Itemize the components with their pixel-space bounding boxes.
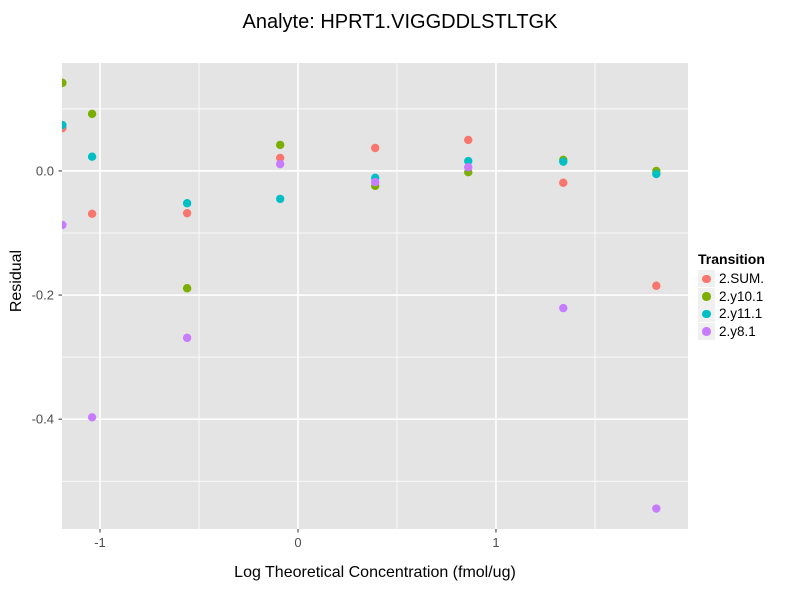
data-point-2.y8.1 — [182, 333, 192, 343]
y-tick-label: -0.4 — [32, 412, 54, 427]
plot-panel — [62, 63, 688, 529]
data-point-2.y8.1 — [559, 303, 568, 313]
legend-item: 2.y11.1 — [698, 305, 765, 323]
data-point-2.SUM. — [652, 281, 661, 290]
data-points-layer — [62, 78, 661, 513]
y-axis-title: Residual — [8, 249, 25, 313]
legend-key-swatch — [698, 305, 715, 323]
data-point-2.SUM. — [464, 135, 473, 145]
legend-key-swatch — [698, 287, 715, 305]
legend-items: 2.SUM. 2.y10.1 2.y11.1 2.y8.1 — [698, 270, 765, 340]
data-point-2.SUM. — [87, 209, 97, 218]
data-point-2.y8.1 — [464, 163, 473, 172]
legend-item: 2.y8.1 — [698, 322, 765, 341]
data-point-2.y11.1 — [652, 169, 661, 179]
legend-dot-icon — [702, 274, 711, 283]
data-point-2.y11.1 — [464, 156, 473, 166]
legend-item-label: 2.y11.1 — [719, 306, 763, 322]
legend-dot-icon — [702, 327, 711, 336]
legend-title: Transition — [698, 251, 765, 267]
data-point-2.y11.1 — [559, 157, 568, 166]
data-point-2.y11.1 — [62, 120, 67, 130]
x-tick-label: 1 — [492, 535, 499, 550]
x-tick-label: 0 — [294, 535, 301, 550]
legend-dot-icon — [702, 292, 711, 301]
data-point-2.y10.1 — [275, 140, 285, 150]
x-axis-title: Log Theoretical Concentration (fmol/ug) — [234, 564, 516, 581]
data-point-2.y8.1 — [652, 504, 661, 513]
legend-item-label: 2.SUM. — [719, 271, 765, 287]
legend-item-label: 2.y8.1 — [719, 323, 756, 339]
data-point-2.SUM. — [559, 178, 568, 187]
data-point-2.y11.1 — [275, 194, 285, 204]
data-point-2.y8.1 — [370, 177, 380, 187]
data-point-2.SUM. — [275, 153, 285, 163]
data-point-2.y11.1 — [87, 152, 97, 161]
x-tick-label: -1 — [94, 535, 106, 550]
legend-key-swatch — [698, 270, 715, 288]
legend-item: 2.y10.1 — [698, 287, 765, 306]
legend-item-label: 2.y10.1 — [719, 288, 764, 304]
data-point-2.y11.1 — [182, 199, 192, 208]
y-tick-label: -0.2 — [32, 288, 54, 303]
data-point-2.y8.1 — [87, 413, 97, 422]
y-tick-label: 0.0 — [36, 163, 54, 178]
data-point-2.SUM. — [182, 208, 192, 218]
data-point-2.y8.1 — [62, 220, 67, 230]
legend-item: 2.SUM. — [698, 270, 765, 288]
data-point-2.y8.1 — [275, 159, 285, 169]
legend-dot-icon — [702, 309, 711, 318]
data-point-2.y10.1 — [87, 109, 97, 119]
data-point-2.y10.1 — [182, 284, 192, 293]
data-point-2.SUM. — [370, 143, 380, 153]
data-point-2.y10.1 — [62, 78, 67, 88]
chart-title: Analyte: HPRT1.VIGGDDLSTLTGK — [242, 11, 558, 33]
legend: Transition 2.SUM. 2.y10.1 2.y11.1 2.y8.1 — [698, 251, 765, 340]
legend-key-swatch — [698, 322, 715, 340]
